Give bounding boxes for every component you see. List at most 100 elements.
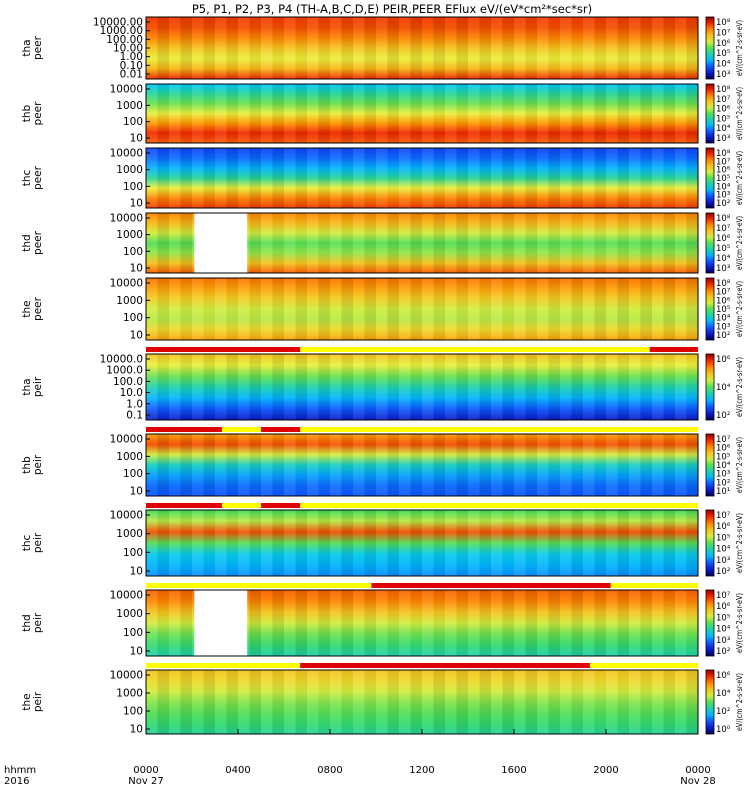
panel-frame: [145, 147, 699, 209]
texture-stripe: [180, 84, 192, 143]
texture-stripe: [560, 354, 572, 420]
texture-stripe: [617, 17, 629, 79]
y-tick-label: 10000.00: [93, 17, 143, 29]
y-tick-label: 10000: [110, 84, 143, 96]
mode-bar-red-interval: [300, 663, 590, 668]
texture-stripe: [433, 278, 445, 340]
texture-stripe: [686, 17, 698, 79]
texture-stripe: [399, 354, 411, 420]
texture-stripe: [445, 670, 457, 734]
texture-stripe: [330, 17, 342, 79]
texture-stripe: [617, 354, 629, 420]
colorbar-tick-label: 10⁵: [716, 613, 730, 623]
texture-stripe: [606, 434, 618, 496]
data-gap: [194, 590, 248, 656]
texture-stripe: [456, 590, 468, 656]
colorbar-unit-label: eV/(cm^2-s-sr-eV): [735, 513, 744, 573]
y-axis-label: peir: [32, 612, 44, 633]
colorbar-unit-label: eV/(cm^2-s-sr-eV): [735, 357, 744, 417]
texture-stripe: [330, 213, 342, 273]
texture-stripe: [353, 278, 365, 340]
texture-stripe: [686, 670, 698, 734]
texture-stripe: [686, 278, 698, 340]
texture-stripe: [261, 590, 273, 656]
texture-stripe: [686, 434, 698, 496]
spectrogram-image: [146, 434, 698, 496]
texture-stripe: [387, 84, 399, 143]
texture-stripe: [571, 213, 583, 273]
texture-stripe: [238, 670, 250, 734]
y-tick-label: 100: [123, 547, 143, 559]
colorbar-tick-label: 10⁴: [716, 124, 731, 134]
spectrogram-image: [146, 670, 698, 734]
colorbar-tick-label: 10⁶: [716, 671, 731, 681]
y-tick-label: 1000.0: [106, 365, 143, 377]
texture-stripe: [261, 84, 273, 143]
texture-stripe: [629, 84, 641, 143]
texture-stripe: [468, 213, 480, 273]
texture-stripe: [652, 148, 664, 208]
texture-stripe: [629, 17, 641, 79]
texture-stripe: [353, 590, 365, 656]
y-axis-label: the: [21, 300, 33, 317]
spectrogram-image: [146, 148, 698, 208]
y-tick-label: 0.10: [120, 60, 143, 72]
texture-stripe: [410, 670, 422, 734]
texture-stripe: [295, 213, 307, 273]
texture-stripe: [583, 590, 595, 656]
texture-stripe: [640, 354, 652, 420]
texture-stripe: [594, 590, 606, 656]
mode-bar-red-interval: [261, 503, 301, 508]
texture-stripe: [295, 670, 307, 734]
texture-stripe: [548, 670, 560, 734]
colorbar-tick-label: 10⁵: [716, 305, 730, 315]
texture-stripe: [514, 510, 526, 576]
texture-stripe: [422, 590, 434, 656]
texture-stripe: [364, 510, 376, 576]
colorbar-tick-label: 10⁶: [716, 234, 731, 244]
texture-stripe: [249, 17, 261, 79]
texture-stripe: [215, 434, 227, 496]
texture-stripe: [249, 84, 261, 143]
texture-stripe: [548, 213, 560, 273]
colorbar-tick-label: 10³: [716, 191, 730, 201]
texture-stripe: [295, 17, 307, 79]
y-axis-label: peir: [32, 376, 44, 397]
texture-stripe: [169, 670, 181, 734]
panel-thc-peer: 10000 1000 100 10 thc peer 10⁸10⁷10⁶10⁵10⁴10³1…: [21, 147, 744, 210]
colorbar-tick-label: 10⁷: [716, 511, 731, 521]
colorbar-tick-label: 10⁶: [716, 444, 731, 454]
texture-stripe: [525, 670, 537, 734]
texture-stripe: [192, 278, 204, 340]
texture-stripe: [180, 354, 192, 420]
end-date-label: Nov 28: [680, 776, 715, 787]
colorbar-tick-label: 10⁴: [716, 314, 731, 324]
texture-stripe: [571, 84, 583, 143]
texture-stripe: [318, 148, 330, 208]
texture-stripe: [502, 590, 514, 656]
y-tick-label: 100: [123, 116, 143, 128]
texture-stripe: [180, 278, 192, 340]
texture-stripe: [583, 354, 595, 420]
texture-stripe: [571, 434, 583, 496]
texture-stripe: [353, 17, 365, 79]
colorbar-tick-label: 10⁷: [716, 28, 731, 38]
texture-stripe: [629, 148, 641, 208]
mode-bar: [146, 347, 698, 352]
y-axis-label: peir: [32, 691, 44, 712]
texture-stripe: [686, 354, 698, 420]
texture-stripe: [180, 590, 192, 656]
y-tick-label: 1000.00: [100, 25, 143, 37]
texture-stripe: [341, 84, 353, 143]
texture-stripe: [491, 84, 503, 143]
texture-stripe: [295, 278, 307, 340]
texture-stripe: [238, 434, 250, 496]
texture-stripe: [284, 354, 296, 420]
texture-stripe: [479, 590, 491, 656]
texture-stripe: [663, 148, 675, 208]
texture-stripe: [629, 434, 641, 496]
texture-stripe: [157, 84, 169, 143]
texture-stripe: [261, 670, 273, 734]
texture-stripe: [652, 434, 664, 496]
